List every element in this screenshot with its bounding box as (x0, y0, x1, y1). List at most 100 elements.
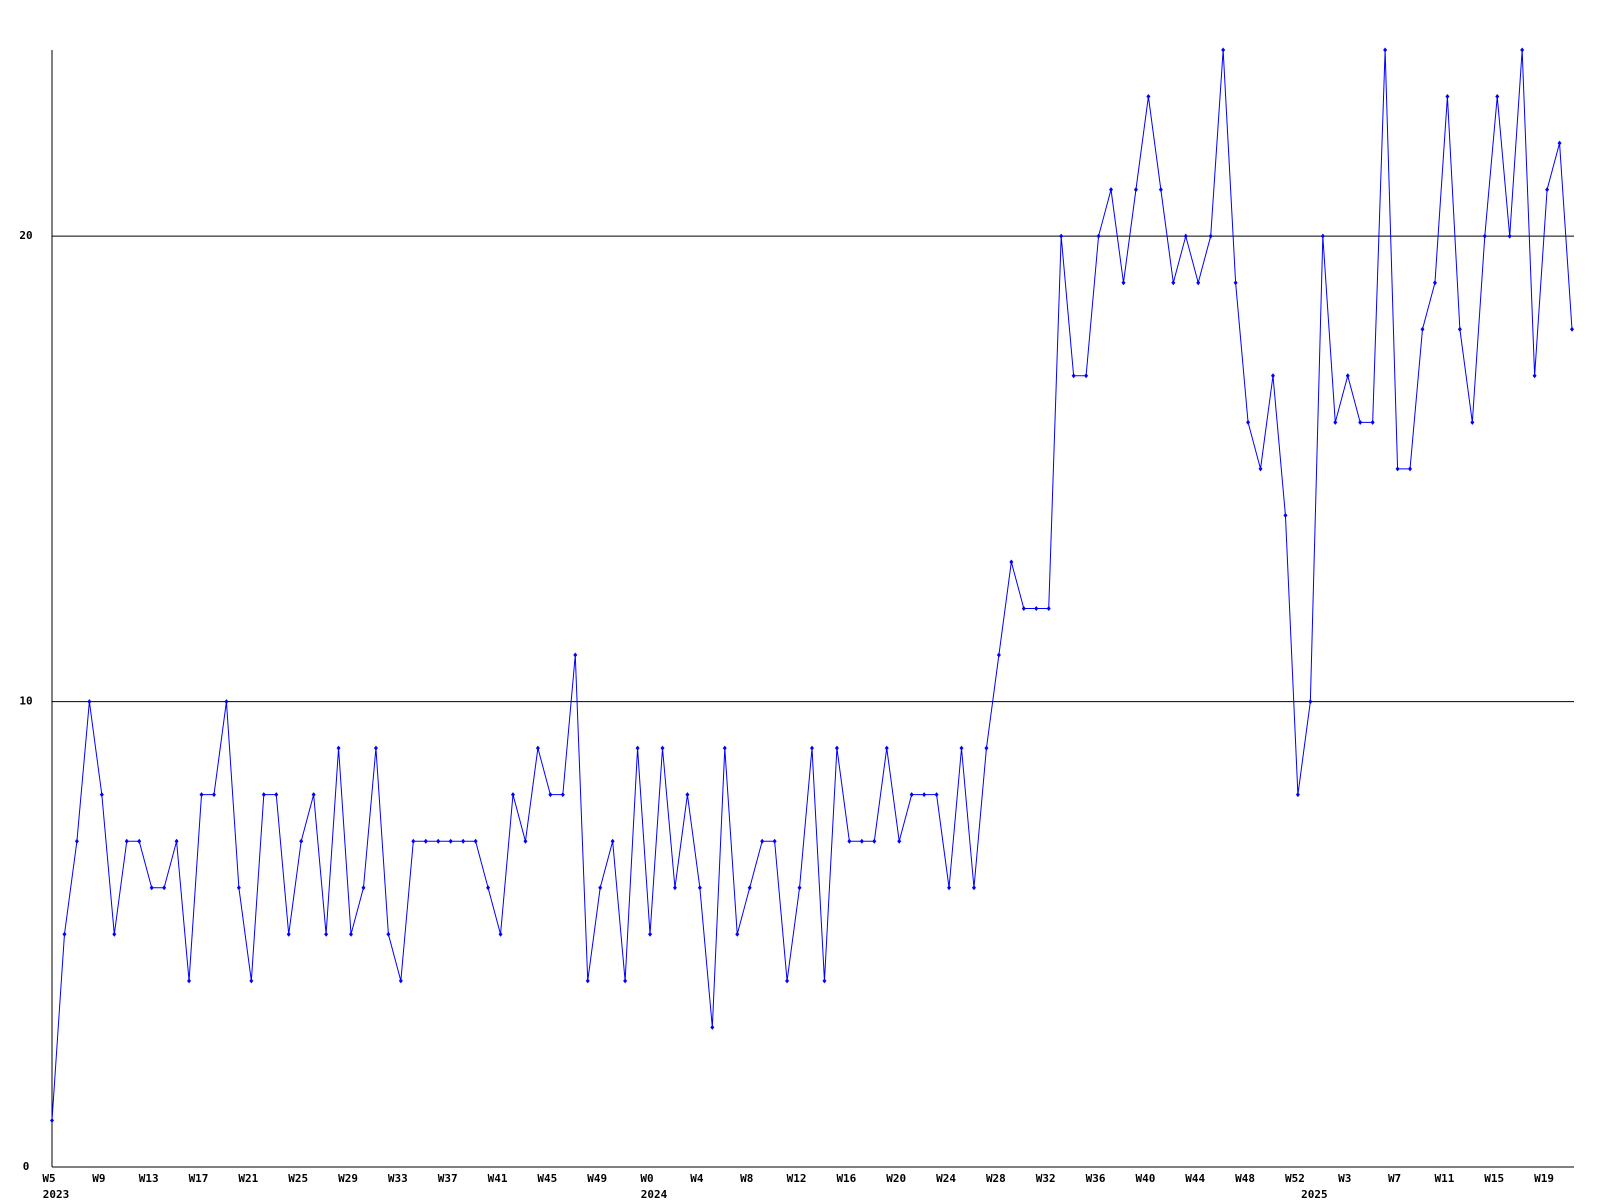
data-point (685, 792, 690, 798)
data-point (735, 931, 740, 937)
data-point (423, 838, 428, 844)
x-tick-label: W25 (288, 1172, 308, 1185)
data-point (386, 931, 391, 937)
x-tick-label: W3 (1338, 1172, 1351, 1185)
data-point (934, 792, 939, 798)
data-point (149, 885, 154, 891)
y-tick-label: 20 (19, 229, 32, 242)
data-point (1034, 606, 1039, 611)
data-point (349, 931, 354, 937)
x-tick-label: W5 (42, 1172, 55, 1185)
x-tick-label: W11 (1434, 1172, 1454, 1185)
data-point (672, 885, 677, 891)
x-tick-label: W8 (740, 1172, 753, 1185)
data-point (224, 699, 229, 705)
data-point (1246, 419, 1251, 425)
series-line (51, 49, 1573, 1121)
x-tick-label: W37 (438, 1172, 458, 1185)
data-point (648, 931, 653, 937)
data-point (947, 885, 952, 891)
x-tick-label: W17 (189, 1172, 209, 1185)
data-point (1507, 233, 1512, 239)
data-point (1358, 419, 1363, 425)
y-tick-label: 10 (19, 695, 32, 708)
y-tick-label: 0 (23, 1160, 30, 1173)
data-point (1445, 94, 1450, 100)
data-point (1196, 280, 1201, 286)
x-tick-label: W19 (1534, 1172, 1554, 1185)
x-tick-label: W29 (338, 1172, 358, 1185)
x-tick-label: W0 (640, 1172, 653, 1185)
data-point (1096, 233, 1101, 239)
data-point (535, 745, 540, 751)
data-point (1221, 47, 1226, 53)
data-point (1482, 233, 1487, 239)
data-point (162, 885, 167, 891)
data-point (1470, 419, 1475, 425)
data-point (1532, 373, 1537, 379)
data-point (62, 931, 67, 937)
data-point (610, 838, 615, 844)
data-point (598, 885, 603, 891)
data-point (1208, 233, 1213, 239)
x-tick-label: W33 (388, 1172, 408, 1185)
data-point (996, 652, 1001, 658)
data-point (286, 931, 291, 937)
data-point (710, 1024, 715, 1030)
data-point (473, 838, 478, 844)
data-point (560, 792, 565, 798)
data-point (99, 792, 104, 798)
x-tick-label: W48 (1235, 1172, 1255, 1185)
data-point (398, 978, 403, 984)
data-point (884, 745, 889, 751)
data-point (1520, 47, 1525, 53)
data-point (1308, 699, 1313, 705)
data-point (1432, 280, 1437, 286)
data-point (585, 978, 590, 984)
data-point (810, 745, 814, 751)
x-tick-label: W28 (986, 1172, 1006, 1185)
x-tick-label: W4 (690, 1172, 704, 1185)
x-tick-label: W7 (1388, 1172, 1401, 1185)
data-point (1570, 326, 1574, 332)
data-point (448, 838, 453, 844)
data-point (1270, 373, 1275, 379)
x-tick-label: W16 (836, 1172, 856, 1185)
data-point (822, 978, 827, 984)
data-point (124, 838, 129, 844)
x-tick-label: W20 (886, 1172, 906, 1185)
data-point (1059, 233, 1064, 239)
data-point (1009, 559, 1014, 565)
data-point (984, 745, 989, 751)
data-point (859, 838, 864, 844)
data-point (1258, 466, 1263, 472)
x-tick-label: W49 (587, 1172, 607, 1185)
data-point (236, 885, 241, 891)
data-point (797, 885, 802, 891)
data-point (1021, 606, 1026, 611)
data-point (1420, 326, 1425, 332)
data-point (486, 885, 491, 891)
year-label: 2023 (43, 1188, 70, 1200)
data-point (436, 838, 441, 844)
data-point (1171, 280, 1176, 286)
year-label: 2024 (641, 1188, 668, 1200)
data-point (1146, 94, 1151, 100)
data-point (872, 838, 877, 844)
data-point (1408, 466, 1413, 472)
x-tick-label: W24 (936, 1172, 956, 1185)
x-tick-label: W21 (238, 1172, 258, 1185)
data-point (660, 745, 665, 751)
data-point (1345, 373, 1350, 379)
data-point (299, 838, 304, 844)
x-tick-label: W32 (1036, 1172, 1056, 1185)
data-point (324, 931, 329, 937)
data-point (1370, 419, 1375, 425)
data-point (1158, 187, 1163, 193)
data-point (50, 1117, 54, 1123)
data-point (697, 885, 702, 891)
x-tick-label: W45 (537, 1172, 557, 1185)
data-point (112, 931, 117, 937)
data-point (249, 978, 254, 984)
